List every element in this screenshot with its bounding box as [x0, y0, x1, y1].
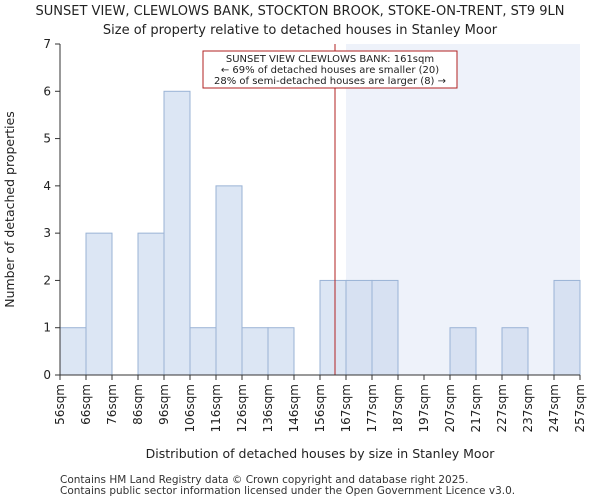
- y-tick-label-2: 2: [43, 273, 51, 287]
- y-tick-label-3: 3: [43, 226, 51, 240]
- bar-86sqm: [137, 232, 165, 376]
- x-tick-label-207sqm: 207sqm: [443, 384, 457, 432]
- annotation-line-1: SUNSET VIEW CLEWLOWS BANK: 161sqm: [226, 54, 434, 65]
- x-tick-label-106sqm: 106sqm: [183, 384, 197, 432]
- x-tick-label-56sqm: 56sqm: [53, 384, 67, 425]
- bar-136sqm: [267, 327, 295, 376]
- footer-licence: Contains public sector information licen…: [60, 485, 516, 497]
- y-tick-label-7: 7: [43, 37, 51, 51]
- chart-subtitle: Size of property relative to detached ho…: [102, 23, 498, 38]
- annotation-line-3: 28% of semi-detached houses are larger (…: [214, 76, 446, 87]
- x-tick-label-116sqm: 116sqm: [209, 384, 223, 432]
- x-tick-label-136sqm: 136sqm: [261, 384, 275, 432]
- bar-66sqm: [85, 232, 113, 376]
- x-tick-label-197sqm: 197sqm: [417, 384, 431, 432]
- bar-156sqm: [319, 279, 347, 376]
- bar-177sqm: [371, 279, 399, 376]
- ticks-group: 0 1 2 3 4 5 6 7 56sqm 66sqm 76sqm 86sqm 96sqm 106sqm 1…: [43, 37, 587, 432]
- x-axis-label: Distribution of detached houses by size …: [146, 446, 496, 461]
- x-tick-label-76sqm: 76sqm: [105, 384, 119, 425]
- bar-247sqm: [553, 279, 581, 376]
- bar-96sqm: [163, 90, 191, 376]
- x-tick-label-247sqm: 247sqm: [547, 384, 561, 432]
- x-tick-label-177sqm: 177sqm: [365, 384, 379, 432]
- x-tick-label-227sqm: 227sqm: [495, 384, 509, 432]
- x-tick-label-167sqm: 167sqm: [339, 384, 353, 432]
- bar-126sqm: [241, 327, 269, 376]
- bars-group: [59, 90, 581, 376]
- y-tick-label-1: 1: [43, 321, 51, 335]
- x-tick-label-86sqm: 86sqm: [131, 384, 145, 425]
- footer-copyright: Contains HM Land Registry data © Crown c…: [60, 474, 469, 486]
- y-axis-label: Number of detached properties: [2, 111, 17, 308]
- x-tick-label-187sqm: 187sqm: [391, 384, 405, 432]
- y-tick-label-6: 6: [43, 84, 51, 98]
- chart-title: SUNSET VIEW, CLEWLOWS BANK, STOCKTON BRO…: [35, 4, 565, 19]
- y-tick-label-0: 0: [43, 368, 51, 382]
- annotation-line-2: ← 69% of detached houses are smaller (20…: [221, 65, 439, 76]
- x-tick-label-146sqm: 146sqm: [287, 384, 301, 432]
- bar-207sqm: [449, 327, 477, 376]
- bar-167sqm: [345, 279, 373, 376]
- bar-106sqm: [189, 327, 217, 376]
- bar-227sqm: [501, 327, 529, 376]
- y-tick-label-5: 5: [43, 132, 51, 146]
- y-tick-label-4: 4: [43, 179, 51, 193]
- x-tick-label-237sqm: 237sqm: [521, 384, 535, 432]
- x-tick-label-257sqm: 257sqm: [573, 384, 587, 432]
- x-tick-label-126sqm: 126sqm: [235, 384, 249, 432]
- x-tick-label-217sqm: 217sqm: [469, 384, 483, 432]
- x-tick-label-96sqm: 96sqm: [157, 384, 171, 425]
- x-tick-label-156sqm: 156sqm: [313, 384, 327, 432]
- bar-116sqm: [215, 185, 243, 376]
- bar-56sqm: [59, 327, 87, 376]
- annotation-box: [202, 50, 458, 89]
- x-tick-label-66sqm: 66sqm: [79, 384, 93, 425]
